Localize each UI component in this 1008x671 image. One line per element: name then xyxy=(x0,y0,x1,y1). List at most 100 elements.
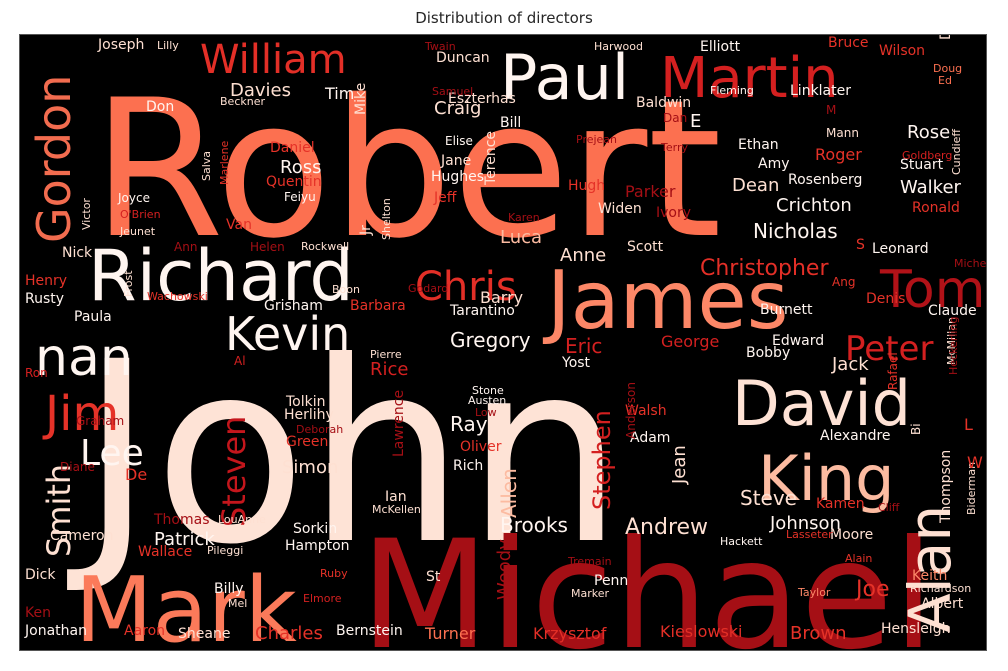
word-shelton: Shelton xyxy=(380,198,393,240)
word-yost: Yost xyxy=(561,355,591,371)
word-allen: Allen xyxy=(497,468,521,518)
word-patrick: Patrick xyxy=(154,529,215,550)
word-lawrence: Lawrence xyxy=(391,390,407,457)
word-victor: Victor xyxy=(80,198,93,230)
word-simon: Simon xyxy=(282,457,338,478)
word-dick: Dick xyxy=(25,567,56,583)
word-jr: Jr xyxy=(358,225,374,236)
word-baldwin: Baldwin xyxy=(636,95,691,111)
word-john: John xyxy=(67,308,624,599)
word-paula: Paula xyxy=(74,309,112,325)
word-cundieff: Cundieff xyxy=(950,129,963,175)
word-frost: Frost xyxy=(122,270,135,297)
word-rich: Rich xyxy=(453,458,483,474)
word-james: James xyxy=(542,254,788,347)
word-ivory: Ivory xyxy=(656,205,691,221)
word-bi: Bi xyxy=(909,423,923,435)
word-doug: Doug xyxy=(933,62,962,75)
word-eszterhas: Eszterhas xyxy=(448,91,516,107)
word-heckerling: Heckerling xyxy=(947,317,960,375)
word-penn: Penn xyxy=(594,573,628,589)
word-andrew: Andrew xyxy=(625,515,708,540)
word-rusty: Rusty xyxy=(25,291,64,307)
word-louanne: LouAnne xyxy=(218,513,266,526)
word-l: L xyxy=(964,415,973,434)
word-biderman: Biderman xyxy=(965,462,978,515)
word-van: Van xyxy=(226,217,252,233)
word-walsh: Walsh xyxy=(625,403,667,419)
word-terence: Terence xyxy=(483,131,499,186)
word-green: Green xyxy=(286,434,328,450)
word-martin: Martin xyxy=(660,46,839,111)
word-ron: Ron xyxy=(25,366,48,380)
word-charles: Charles xyxy=(255,623,323,644)
word-jeunet: Jeunet xyxy=(119,225,156,238)
word-jack: Jack xyxy=(831,354,869,375)
word-al: Al xyxy=(234,354,246,368)
word-hampton: Hampton xyxy=(285,538,350,554)
word-luca: Luca xyxy=(500,227,542,248)
word-tremain: Tremain xyxy=(567,555,612,568)
word-w: W xyxy=(967,453,983,472)
word-richardson: Richardson xyxy=(910,582,971,595)
word-scott: Scott xyxy=(627,239,664,255)
word-rose: Rose xyxy=(907,122,950,143)
word-karen: Karen xyxy=(508,211,540,224)
word-lasseter: Lasseter xyxy=(786,528,833,541)
word-austen: Austen xyxy=(468,394,506,407)
word-taylor: Taylor xyxy=(797,586,831,599)
word-grisham: Grisham xyxy=(264,298,323,314)
word-mckellen: McKellen xyxy=(372,503,421,516)
word-dean: Dean xyxy=(732,175,779,196)
word-christopher: Christopher xyxy=(700,256,829,281)
word-billy: Billy xyxy=(214,581,244,597)
word-alexandre: Alexandre xyxy=(820,428,891,444)
word-o-brien: O'Brien xyxy=(120,208,161,221)
word-ray: Ray xyxy=(450,412,488,436)
word-daniel: Daniel xyxy=(270,140,315,156)
word-brown: Brown xyxy=(790,623,847,644)
word-ian: Ian xyxy=(385,489,407,505)
word-elliott: Elliott xyxy=(700,39,741,55)
word-burnett: Burnett xyxy=(760,302,813,318)
word-barbara: Barbara xyxy=(350,298,406,314)
word-wilson: Wilson xyxy=(879,43,925,59)
word-marker: Marker xyxy=(571,587,609,600)
word-claude: Claude xyxy=(928,303,977,319)
word-parker: Parker xyxy=(625,182,676,201)
word-nick: Nick xyxy=(62,245,93,261)
word-bill: Bill xyxy=(500,115,521,131)
word-henry: Henry xyxy=(25,273,67,289)
word-herlihy: Herlihy xyxy=(284,407,334,423)
word-michael: Michael xyxy=(360,509,935,650)
word-ed: Ed xyxy=(938,74,952,87)
word-michell: Michell xyxy=(954,257,986,270)
word-st: St xyxy=(426,569,441,585)
word-moore: Moore xyxy=(830,527,873,543)
word-turner: Turner xyxy=(424,624,476,643)
word-robert: Robert xyxy=(92,59,722,280)
word-tom: Tom xyxy=(879,260,985,320)
word-bruce: Bruce xyxy=(828,35,869,51)
word-albert: Albert xyxy=(921,596,964,612)
word-goldberg: Goldberg xyxy=(902,149,952,162)
word-gordon: Gordon xyxy=(27,75,81,243)
word-amy: Amy xyxy=(758,156,790,172)
word-craig: Craig xyxy=(434,98,481,119)
word-richard: Richard xyxy=(88,235,354,317)
word-alan: Alan xyxy=(896,505,964,633)
word-mel: Mel xyxy=(228,597,247,610)
word-king: King xyxy=(758,442,895,515)
word-de: De xyxy=(125,465,147,484)
word-jeff: Jeff xyxy=(433,190,457,206)
word-don: Don xyxy=(146,99,174,115)
word-beckner: Beckner xyxy=(220,95,265,108)
word-chris: Chris xyxy=(415,264,517,310)
word-krzysztof: Krzysztof xyxy=(533,624,607,643)
word-quentin: Quentin xyxy=(266,174,322,190)
word-stuart: Stuart xyxy=(900,157,944,173)
word-william: William xyxy=(200,37,347,83)
word-johnson: Johnson xyxy=(769,513,841,534)
word-rafael: Rafael xyxy=(886,352,900,390)
word-anderson: Anderson xyxy=(624,382,638,439)
